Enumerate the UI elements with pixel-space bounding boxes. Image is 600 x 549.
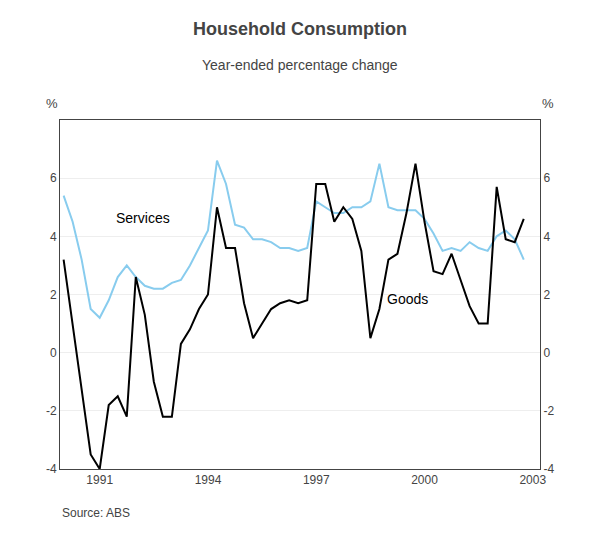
svg-text:Goods: Goods bbox=[387, 291, 428, 307]
svg-text:4: 4 bbox=[543, 230, 550, 244]
svg-text:6: 6 bbox=[50, 171, 57, 185]
svg-text:4: 4 bbox=[50, 230, 57, 244]
svg-text:-2: -2 bbox=[46, 404, 57, 418]
svg-text:1997: 1997 bbox=[303, 473, 330, 487]
svg-text:%: % bbox=[542, 96, 554, 111]
svg-text:1994: 1994 bbox=[195, 473, 222, 487]
svg-text:Household Consumption: Household Consumption bbox=[193, 19, 407, 39]
svg-text:2000: 2000 bbox=[411, 473, 438, 487]
svg-text:0: 0 bbox=[543, 346, 550, 360]
svg-text:-4: -4 bbox=[46, 462, 57, 476]
svg-text:Services: Services bbox=[116, 210, 170, 226]
svg-text:-4: -4 bbox=[543, 462, 554, 476]
svg-text:%: % bbox=[46, 96, 58, 111]
svg-text:6: 6 bbox=[543, 171, 550, 185]
svg-text:-2: -2 bbox=[543, 404, 554, 418]
svg-text:2: 2 bbox=[543, 288, 550, 302]
svg-text:Source: ABS: Source: ABS bbox=[62, 506, 130, 520]
svg-text:2003: 2003 bbox=[519, 473, 546, 487]
svg-text:1991: 1991 bbox=[86, 473, 113, 487]
svg-text:2: 2 bbox=[50, 288, 57, 302]
svg-text:Year-ended percentage change: Year-ended percentage change bbox=[202, 57, 398, 73]
svg-text:0: 0 bbox=[50, 346, 57, 360]
